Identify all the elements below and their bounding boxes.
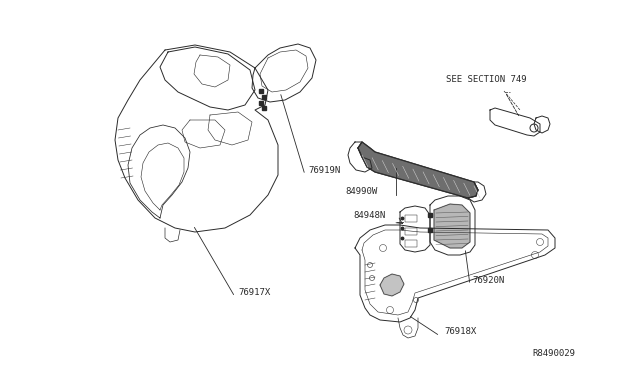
Bar xyxy=(405,228,417,235)
Bar xyxy=(405,215,417,222)
Polygon shape xyxy=(358,142,478,198)
Text: 76917X: 76917X xyxy=(238,288,270,297)
Text: 76918X: 76918X xyxy=(444,327,476,336)
Polygon shape xyxy=(380,274,404,296)
Text: 84990W: 84990W xyxy=(345,187,377,196)
Text: 76920N: 76920N xyxy=(472,276,504,285)
Text: 76919N: 76919N xyxy=(308,166,340,175)
Bar xyxy=(405,240,417,247)
Polygon shape xyxy=(434,204,470,248)
Text: R8490029: R8490029 xyxy=(532,349,575,358)
Text: SEE SECTION 749: SEE SECTION 749 xyxy=(446,75,527,84)
Text: 84948N: 84948N xyxy=(353,211,385,220)
